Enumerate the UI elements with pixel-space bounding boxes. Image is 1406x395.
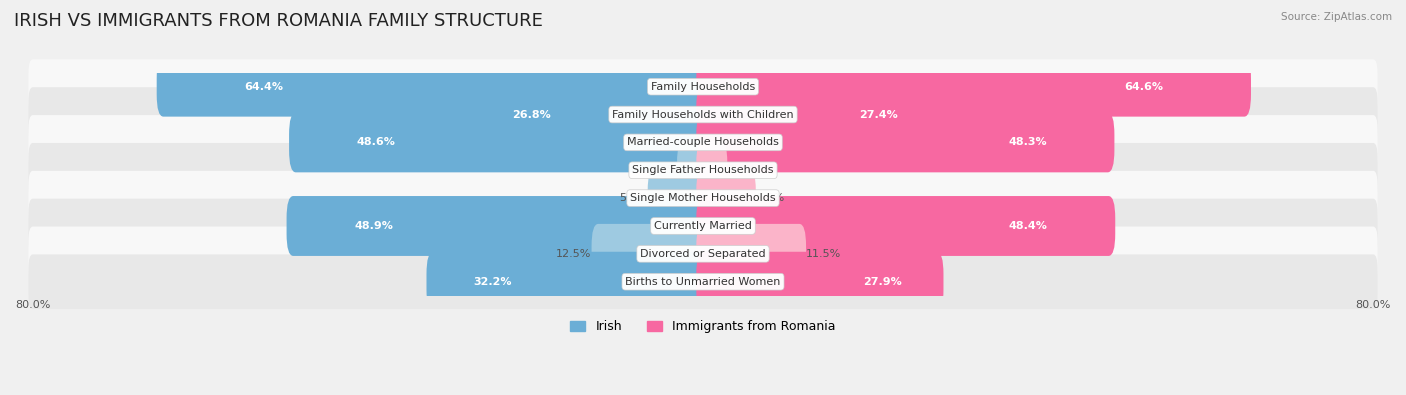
FancyBboxPatch shape <box>156 57 710 117</box>
Text: 11.5%: 11.5% <box>806 249 841 259</box>
FancyBboxPatch shape <box>696 224 806 284</box>
FancyBboxPatch shape <box>696 113 1115 172</box>
FancyBboxPatch shape <box>696 252 943 312</box>
FancyBboxPatch shape <box>28 87 1378 142</box>
FancyBboxPatch shape <box>28 59 1378 114</box>
FancyBboxPatch shape <box>28 199 1378 253</box>
Text: 64.4%: 64.4% <box>245 82 284 92</box>
FancyBboxPatch shape <box>28 254 1378 309</box>
FancyBboxPatch shape <box>28 115 1378 170</box>
Text: 48.3%: 48.3% <box>1008 137 1047 147</box>
FancyBboxPatch shape <box>696 140 727 200</box>
FancyBboxPatch shape <box>696 196 1115 256</box>
Text: Family Households with Children: Family Households with Children <box>612 109 794 120</box>
Text: 26.8%: 26.8% <box>512 109 551 120</box>
FancyBboxPatch shape <box>28 227 1378 281</box>
Legend: Irish, Immigrants from Romania: Irish, Immigrants from Romania <box>565 316 841 339</box>
Text: Family Households: Family Households <box>651 82 755 92</box>
FancyBboxPatch shape <box>678 140 710 200</box>
Text: 27.9%: 27.9% <box>863 277 901 287</box>
Text: 27.4%: 27.4% <box>859 109 898 120</box>
Text: 5.5%: 5.5% <box>756 193 785 203</box>
Text: Single Father Households: Single Father Households <box>633 165 773 175</box>
FancyBboxPatch shape <box>696 168 756 228</box>
FancyBboxPatch shape <box>472 85 710 145</box>
Text: Currently Married: Currently Married <box>654 221 752 231</box>
Text: 2.1%: 2.1% <box>727 165 755 175</box>
Text: 32.2%: 32.2% <box>474 277 512 287</box>
FancyBboxPatch shape <box>648 168 710 228</box>
Text: IRISH VS IMMIGRANTS FROM ROMANIA FAMILY STRUCTURE: IRISH VS IMMIGRANTS FROM ROMANIA FAMILY … <box>14 12 543 30</box>
Text: Single Mother Households: Single Mother Households <box>630 193 776 203</box>
FancyBboxPatch shape <box>592 224 710 284</box>
Text: Births to Unmarried Women: Births to Unmarried Women <box>626 277 780 287</box>
FancyBboxPatch shape <box>426 252 710 312</box>
Text: 48.6%: 48.6% <box>357 137 395 147</box>
Text: 2.3%: 2.3% <box>648 165 678 175</box>
Text: 64.6%: 64.6% <box>1123 82 1163 92</box>
Text: 48.9%: 48.9% <box>354 221 394 231</box>
FancyBboxPatch shape <box>696 85 939 145</box>
Text: 48.4%: 48.4% <box>1010 221 1047 231</box>
FancyBboxPatch shape <box>28 143 1378 198</box>
Text: Source: ZipAtlas.com: Source: ZipAtlas.com <box>1281 12 1392 22</box>
Text: Divorced or Separated: Divorced or Separated <box>640 249 766 259</box>
FancyBboxPatch shape <box>696 57 1251 117</box>
FancyBboxPatch shape <box>290 113 710 172</box>
Text: Married-couple Households: Married-couple Households <box>627 137 779 147</box>
FancyBboxPatch shape <box>28 171 1378 226</box>
Text: 12.5%: 12.5% <box>557 249 592 259</box>
FancyBboxPatch shape <box>287 196 710 256</box>
Text: 5.8%: 5.8% <box>619 193 648 203</box>
